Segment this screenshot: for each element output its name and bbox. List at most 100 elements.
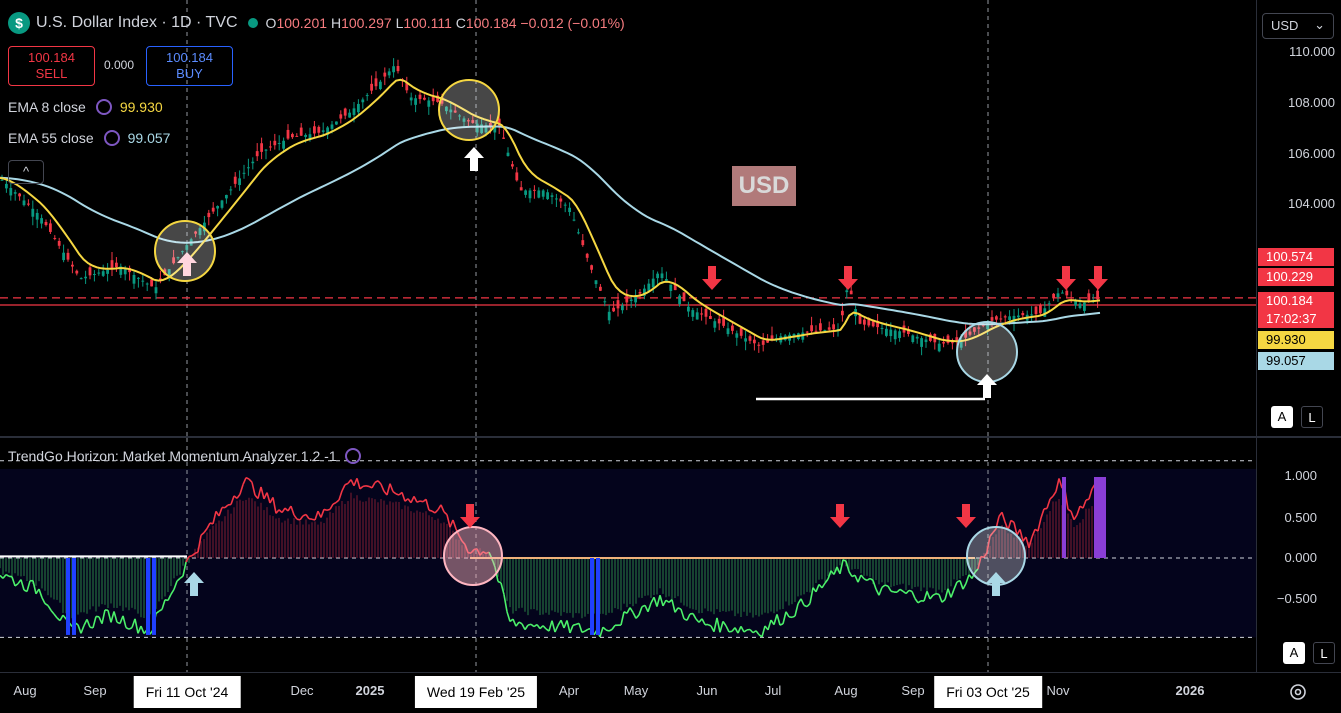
osc-signal-bar [1102,477,1106,558]
candle-body [0,179,4,181]
osc-line [203,528,208,534]
osc-line [530,623,535,628]
osc-line [791,615,796,619]
candle-body [308,134,312,139]
osc-line [302,513,307,517]
osc-line [734,627,739,634]
candle-body [194,231,197,234]
price-chart-pane[interactable]: $ U.S. Dollar Index · 1D · TVC O100.201 … [0,0,1256,437]
oscillator-pane[interactable]: TrendGo Horizon: Market Momentum Analyze… [0,438,1256,672]
candle-body [198,228,202,236]
osc-line [368,485,373,489]
osc-line [212,511,217,525]
ema-55-legend[interactable]: EMA 55 close 99.057 [8,130,171,146]
osc-line [197,535,202,553]
osc-line [485,551,490,555]
log-scale-button[interactable]: L [1301,406,1323,428]
ema-55-line [0,125,1101,326]
osc-line [644,605,649,613]
auto-scale-button[interactable]: A [1271,406,1293,428]
up-arrow-icon [464,147,484,171]
time-axis[interactable]: Aug Sep Dec 2025 Apr May Jun Jul Aug Sep… [0,672,1341,713]
gear-icon[interactable] [1287,681,1309,703]
candle-body [40,218,43,224]
osc-line [434,509,439,514]
pane-separator[interactable] [0,436,1341,438]
osc-auto-scale-button[interactable]: A [1283,642,1305,664]
time-tick: Dec [290,683,314,698]
oscillator-settings-icon[interactable] [344,448,361,464]
osc-line [974,568,979,573]
osc-line [251,482,256,496]
candle-body [475,123,479,133]
osc-tick: 1.000 [1284,468,1317,483]
osc-line [620,611,625,626]
buy-button[interactable]: 100.184 BUY [146,46,233,86]
candle-body [537,190,541,198]
osc-line [548,620,553,632]
candle-body [53,238,57,240]
osc-line [560,619,565,629]
osc-line [443,511,448,516]
osc-line [344,482,349,486]
osc-line [1052,491,1057,497]
candle-body [717,318,721,324]
sell-button[interactable]: 100.184 SELL [8,46,95,86]
candle-body [115,262,118,268]
osc-line [842,559,847,562]
time-tick: Sep [901,683,925,698]
candle-body [889,329,893,337]
osc-line [848,571,853,577]
ema-55-settings-icon[interactable] [103,130,120,146]
osc-line [728,630,733,633]
osc-line [680,608,685,620]
osc-log-scale-button[interactable]: L [1313,642,1335,664]
oscillator-axis[interactable]: 1.000 0.500 0.000 −0.500 A L [1256,438,1341,672]
osc-line [716,617,721,633]
candle-body [748,336,752,341]
osc-signal-bar [590,558,594,635]
currency-select[interactable]: USD ⌄ [1262,13,1334,39]
osc-line [512,618,517,627]
osc-line [20,579,25,591]
time-tick: Aug [13,683,37,698]
osc-line [887,585,892,592]
osc-line [521,623,526,630]
candle-body [418,94,422,99]
osc-line [524,624,529,631]
candle-body [405,82,409,91]
osc-line [542,625,547,630]
candle-body [995,316,998,320]
osc-line [1076,505,1081,516]
osc-line [740,625,745,633]
ema-8-legend[interactable]: EMA 8 close 99.930 [8,99,163,115]
candle-body [1030,314,1033,316]
oscillator-canvas[interactable] [0,438,1256,672]
candle-body [49,223,52,232]
collapse-legend-button[interactable]: ^ [8,160,44,184]
up-arrow-icon [986,572,1006,596]
osc-line [725,625,730,633]
ema-8-settings-icon[interactable] [95,99,112,115]
osc-line [206,522,211,529]
candle-body [88,267,92,276]
candle-body [299,127,303,136]
osc-line [92,616,97,628]
oscillator-legend[interactable]: TrendGo Horizon: Market Momentum Analyze… [8,448,361,464]
osc-line [122,615,127,628]
symbol-title[interactable]: U.S. Dollar Index · 1D · TVC [36,14,238,31]
osc-line [401,492,406,502]
price-chart-canvas[interactable] [0,0,1256,437]
time-tick: Jun [696,683,718,698]
osc-line [311,518,316,521]
osc-line [854,574,859,583]
price-axis[interactable]: 110.000 108.000 106.000 104.000 100.574 … [1256,0,1341,437]
osc-line [89,626,94,629]
candle-body [1061,292,1064,294]
osc-line [371,482,376,489]
osc-signal-bar [596,558,600,635]
candle-body [533,189,536,191]
osc-line [377,480,382,485]
osc-line [884,584,889,587]
osc-line [776,614,781,626]
